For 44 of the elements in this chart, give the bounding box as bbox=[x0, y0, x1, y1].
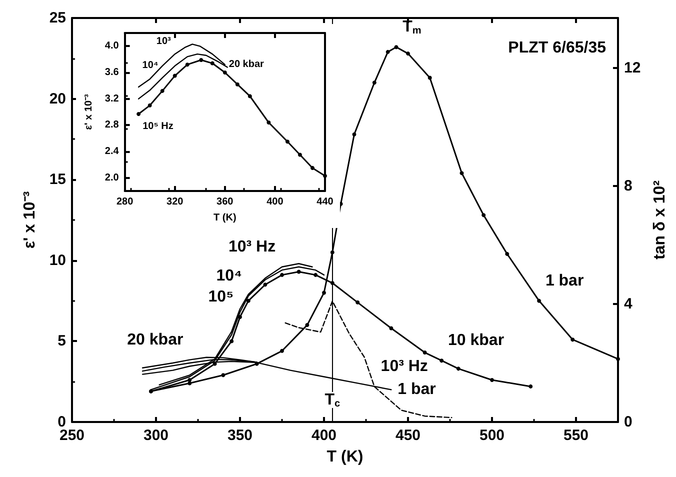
annotation: 10³ Hz bbox=[380, 358, 428, 376]
y2-axis-title: tan δ x 10² bbox=[652, 180, 668, 260]
x-tick-label: 550 bbox=[563, 427, 589, 444]
y-axis-title: ε' x 10⁻³ bbox=[22, 191, 38, 249]
y-tick-label: 2.0 bbox=[104, 172, 120, 184]
x-tick-label: 440 bbox=[316, 196, 334, 208]
y-tick-label: 5 bbox=[58, 332, 66, 350]
annotation: 10⁴ bbox=[142, 60, 158, 71]
y2-tick-label: 0 bbox=[624, 414, 632, 430]
y2-tick-label: 12 bbox=[624, 60, 641, 77]
y-tick-label: 10 bbox=[49, 252, 66, 269]
annotation: PLZT 6/65/35 bbox=[508, 40, 606, 56]
annotation: 10³ Hz bbox=[228, 238, 276, 256]
annotation: 10⁵ Hz bbox=[142, 120, 174, 132]
x-tick-label: 400 bbox=[311, 427, 337, 444]
annotation: 10⁵ bbox=[208, 288, 234, 306]
y2-tick-label: 4 bbox=[624, 296, 633, 313]
x-tick-label: 350 bbox=[227, 427, 253, 444]
x-axis-title: T (K) bbox=[326, 448, 364, 466]
x-tick-label: 300 bbox=[143, 427, 169, 444]
y-tick-label: 20 bbox=[49, 90, 66, 108]
y-tick-label: 2.4 bbox=[104, 146, 120, 157]
annotation: 10 kbar bbox=[448, 332, 504, 350]
y-tick-label: 3.6 bbox=[104, 67, 120, 78]
annotation: 20 kbar bbox=[127, 331, 184, 348]
y-tick-label: 4.0 bbox=[104, 40, 120, 52]
x-tick-label: 280 bbox=[116, 196, 134, 208]
annotation: 1 bar bbox=[545, 272, 584, 290]
y-axis-title: ε' x 10⁻³ bbox=[84, 93, 94, 130]
annotation: 1 bar bbox=[398, 381, 436, 398]
x-axis-title: T (K) bbox=[214, 212, 236, 224]
y2-tick-label: 8 bbox=[624, 178, 632, 195]
y-tick-label: 3.2 bbox=[104, 93, 120, 104]
x-tick-label: 360 bbox=[216, 196, 234, 208]
x-tick-label: 450 bbox=[395, 427, 421, 444]
x-tick-label: 400 bbox=[266, 196, 284, 208]
x-tick-label: 320 bbox=[166, 196, 184, 208]
annotation: 20 kbar bbox=[228, 59, 264, 70]
x-tick-label: 500 bbox=[479, 427, 505, 444]
y-tick-label: 2.8 bbox=[104, 120, 120, 131]
annotation: 10³ bbox=[156, 36, 172, 48]
y-tick-label: 25 bbox=[49, 10, 66, 26]
y-tick-label: 15 bbox=[49, 171, 66, 188]
annotation: 10⁴ bbox=[216, 267, 242, 284]
